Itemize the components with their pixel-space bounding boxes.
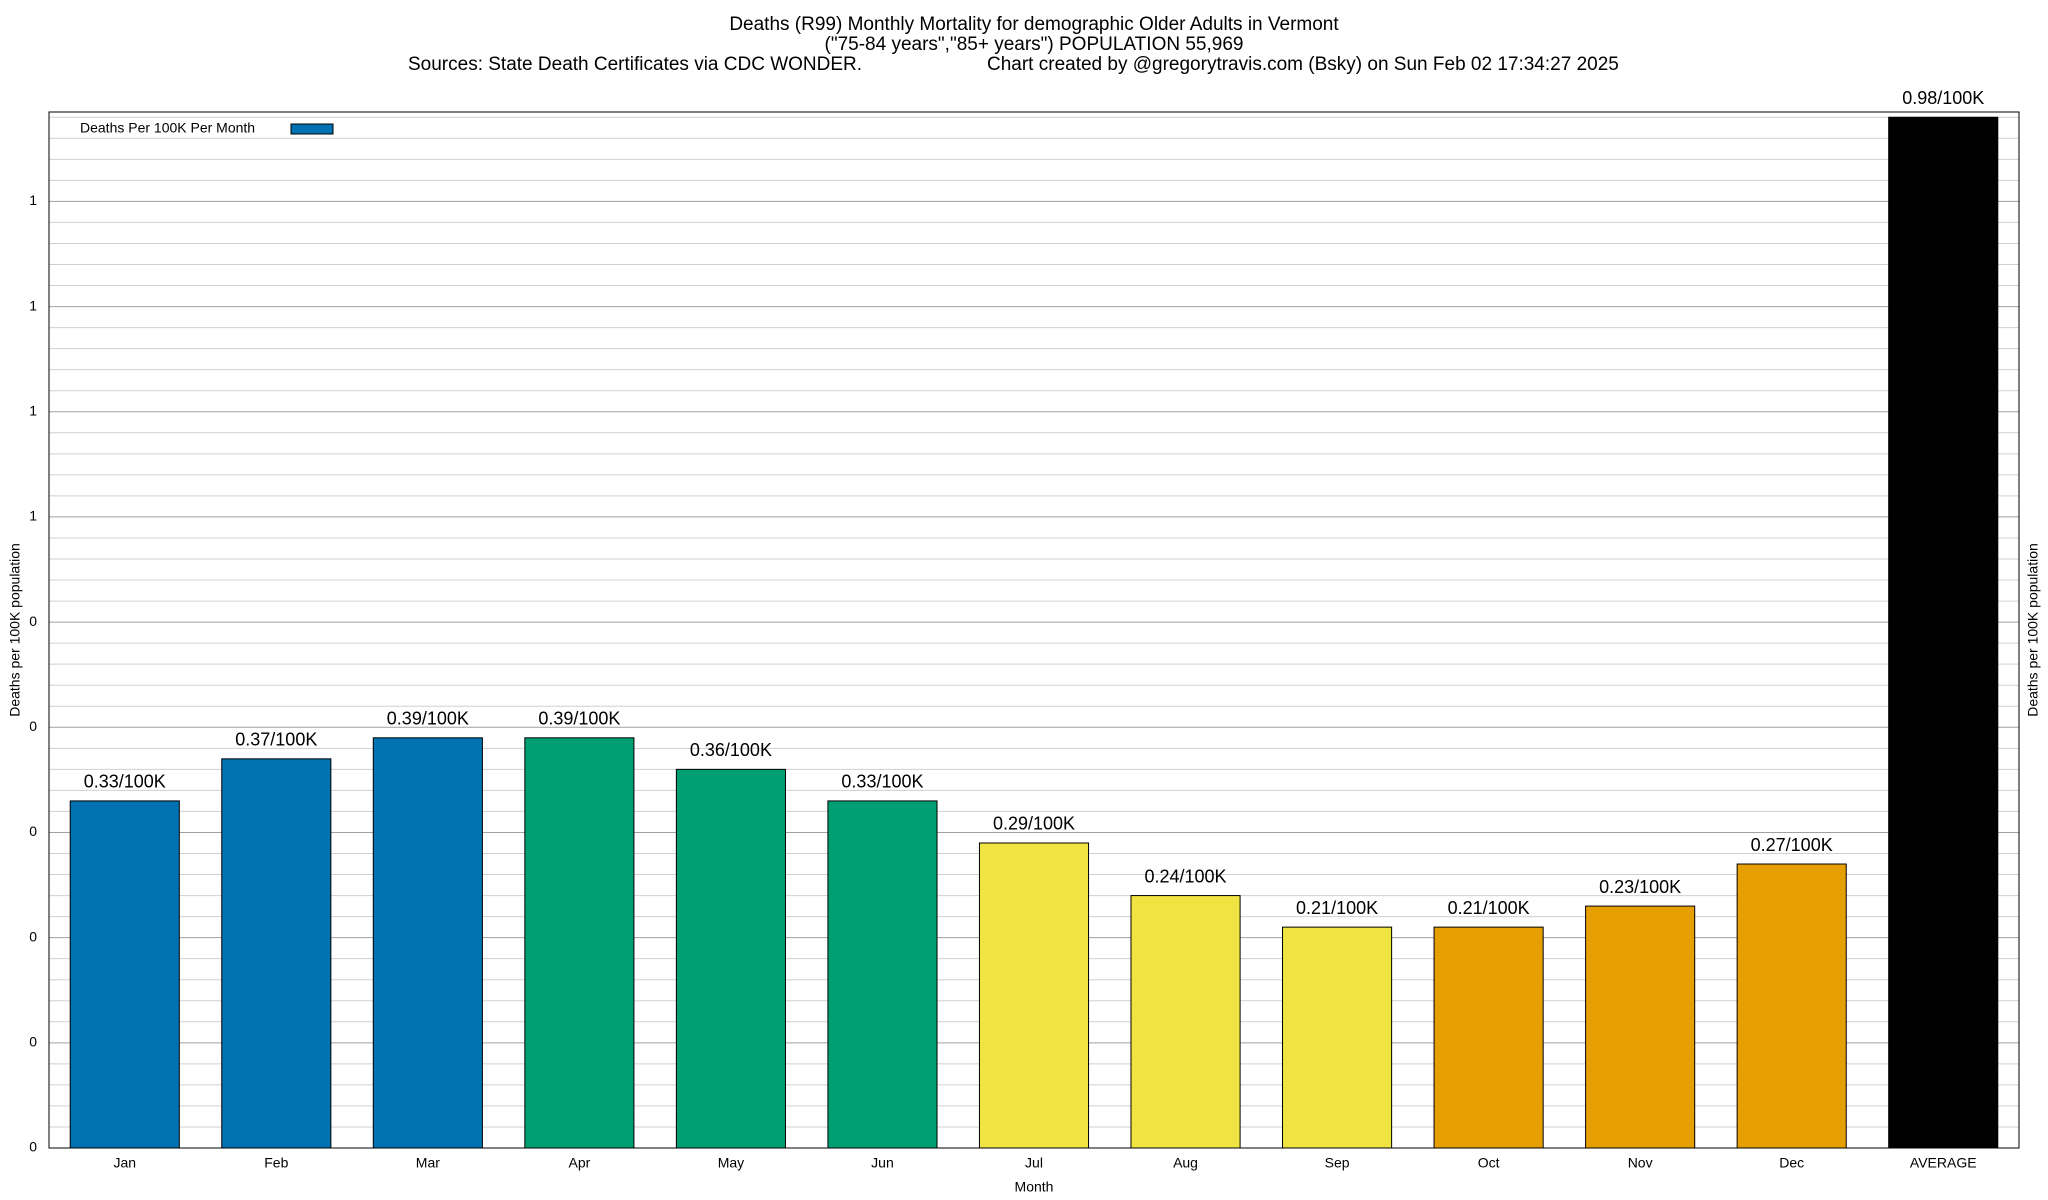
x-tick-label: Apr <box>568 1155 590 1171</box>
value-label: 0.37/100K <box>235 730 317 750</box>
value-label: 0.24/100K <box>1144 866 1226 886</box>
y-tick-label: 1 <box>29 192 37 208</box>
value-label: 0.33/100K <box>841 772 923 792</box>
bar <box>69 800 180 1149</box>
bar <box>675 768 786 1149</box>
x-axis-label: Month <box>1015 1179 1054 1195</box>
y-tick-label: 0 <box>29 1139 37 1155</box>
bar <box>1282 926 1393 1149</box>
value-label: 0.39/100K <box>538 709 620 729</box>
value-label: 0.23/100K <box>1599 877 1681 897</box>
bar <box>524 737 635 1149</box>
chart-title: Deaths (R99) Monthly Mortality for demog… <box>729 14 1339 35</box>
value-label: 0.27/100K <box>1751 835 1833 855</box>
bar <box>1130 895 1241 1149</box>
legend-swatch <box>290 123 334 135</box>
x-tick-label: AVERAGE <box>1910 1155 1977 1171</box>
x-tick-label: Dec <box>1779 1155 1804 1171</box>
value-label: 0.29/100K <box>993 814 1075 834</box>
x-tick-label: Jan <box>113 1155 136 1171</box>
value-label: 0.36/100K <box>690 740 772 760</box>
x-tick-label: Feb <box>264 1155 288 1171</box>
bar <box>827 800 938 1149</box>
x-tick-label: Oct <box>1478 1155 1500 1171</box>
value-label: 0.39/100K <box>387 709 469 729</box>
sources: Sources: State Death Certificates via CD… <box>408 54 862 75</box>
y-tick-label: 1 <box>29 508 37 524</box>
bar <box>1736 863 1847 1149</box>
bar <box>1585 905 1696 1149</box>
x-tick-label: Jun <box>871 1155 894 1171</box>
y-tick-label: 1 <box>29 297 37 313</box>
y2-axis-label: Deaths per 100K population <box>2025 543 2041 717</box>
y-axis-label: Deaths per 100K population <box>7 543 23 717</box>
value-label: 0.98/100K <box>1902 88 1984 108</box>
y-tick-label: 0 <box>29 928 37 944</box>
bar <box>1433 926 1544 1149</box>
bar <box>221 758 332 1149</box>
value-label: 0.21/100K <box>1296 898 1378 918</box>
value-label: 0.33/100K <box>84 772 166 792</box>
x-tick-label: Mar <box>416 1155 440 1171</box>
y-tick-label: 1 <box>29 402 37 418</box>
value-label: 0.21/100K <box>1448 898 1530 918</box>
bar <box>978 842 1090 1149</box>
x-tick-label: Aug <box>1173 1155 1198 1171</box>
bar <box>1888 116 1999 1149</box>
x-tick-label: May <box>718 1155 744 1171</box>
y-tick-label: 0 <box>29 1034 37 1050</box>
chart-subtitle: ("75-84 years","85+ years") POPULATION 5… <box>825 34 1244 55</box>
x-tick-label: Nov <box>1628 1155 1653 1171</box>
x-tick-label: Sep <box>1325 1155 1350 1171</box>
x-tick-label: Jul <box>1025 1155 1043 1171</box>
bar <box>372 737 483 1149</box>
y-tick-label: 0 <box>29 718 37 734</box>
y-tick-label: 0 <box>29 823 37 839</box>
y-tick-label: 0 <box>29 613 37 629</box>
legend-label: Deaths Per 100K Per Month <box>80 120 255 136</box>
credit: Chart created by @gregorytravis.com (Bsk… <box>987 54 1619 75</box>
